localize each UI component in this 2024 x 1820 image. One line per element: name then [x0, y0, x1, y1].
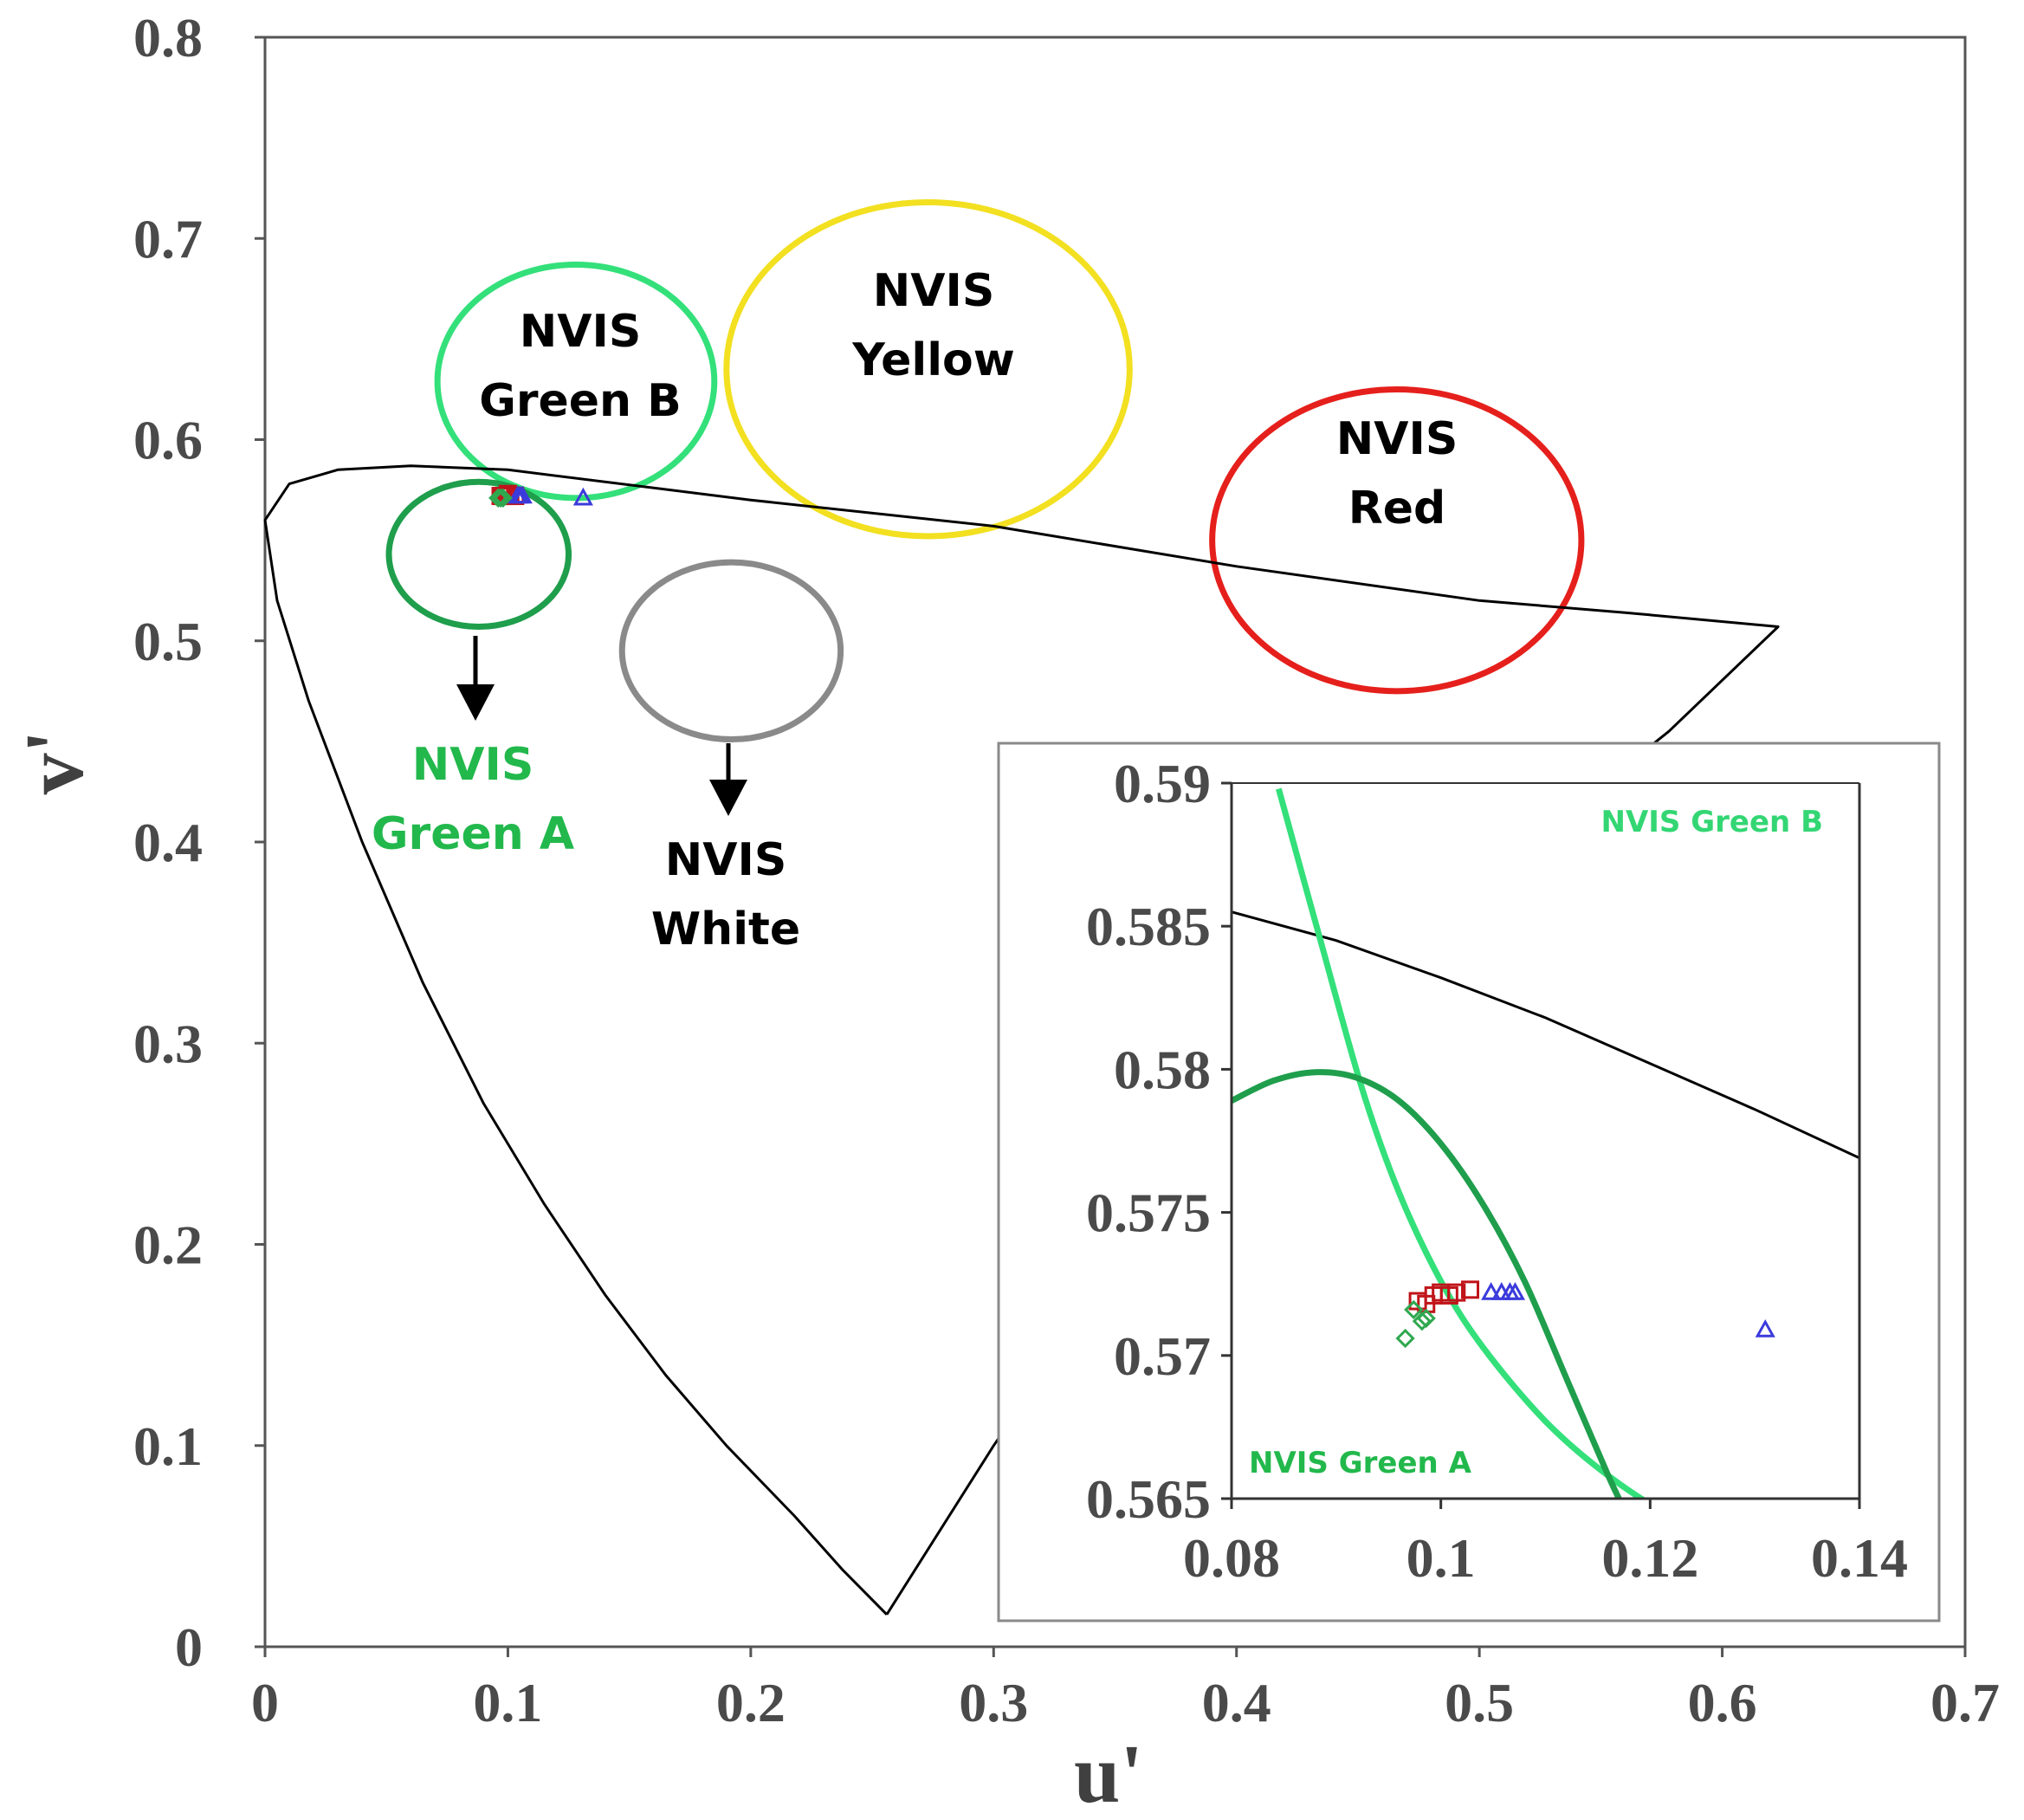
- region-label-nvis-green-b: NVIS: [520, 306, 642, 358]
- inset-ticks: 0.08 0.1 0.12 0.14 0.565 0.57 0.575 0.58 0.585 0.…: [1086, 753, 1908, 1589]
- y-tick-label: 0.6: [133, 410, 203, 471]
- inset-red-squares-point: [1461, 1280, 1479, 1299]
- y-tick-label: 0: [175, 1616, 203, 1678]
- region-label-nvis-red: NVIS: [1336, 413, 1458, 465]
- x-axis-title: u': [1074, 1727, 1143, 1820]
- region-label-nvis-green-a: Green A: [372, 808, 574, 860]
- inset-y-tick-label: 0.59: [1114, 753, 1211, 814]
- main-ticks: 0 0.1 0.2 0.3 0.4 0.5 0.6 0.7 0 0.1 0.2 0.3 0.4 0.5 0.…: [133, 7, 2000, 1733]
- region-label-nvis-red: Red: [1348, 483, 1446, 534]
- inset-green-diamonds-point: [1395, 1328, 1415, 1349]
- y-axis-title: v': [8, 730, 100, 795]
- inset-labels: NVIS Green B NVIS Green A: [1249, 805, 1823, 1480]
- inset-arc-nvis-green-a: [1232, 1069, 1623, 1499]
- green-diamonds-point: [493, 488, 513, 508]
- inset-blue-triangles-point: [1755, 1318, 1775, 1337]
- region-nvis-red: [1209, 385, 1585, 695]
- x-tick-label: 0.4: [1202, 1672, 1271, 1733]
- region-labels: NVIS Green B NVIS Yellow NVIS Red NVIS Green A N…: [372, 265, 1458, 955]
- inset-curves: [1232, 787, 1859, 1499]
- inset-green-diamonds-point: [1412, 1312, 1432, 1331]
- y-tick-label: 0.8: [133, 7, 203, 68]
- x-tick-label: 0.7: [1930, 1672, 2000, 1733]
- x-tick-label: 0.2: [716, 1672, 786, 1733]
- x-tick-label: 0.6: [1688, 1672, 1757, 1733]
- y-tick-label: 0.7: [133, 208, 203, 269]
- green-a-arrow-head: [456, 684, 495, 721]
- region-label-nvis-green-a: NVIS: [412, 739, 534, 791]
- inset-axes: [1230, 783, 1861, 1500]
- inset-green-diamonds-point: [1416, 1308, 1436, 1328]
- y-tick-label: 0.1: [133, 1415, 203, 1477]
- y-tick-label: 0.3: [133, 1013, 203, 1074]
- main-locus-group: [263, 464, 1780, 1616]
- inset-x-tick-label: 0.12: [1601, 1527, 1698, 1589]
- region-arrows: [456, 636, 747, 816]
- region-nvis-green-b: [434, 261, 718, 502]
- inset-label-nvis-green-a: NVIS Green A: [1249, 1446, 1472, 1480]
- inset-arc-nvis-green-b: [1276, 787, 1647, 1499]
- inset-label-nvis-green-b: NVIS Green B: [1601, 805, 1824, 839]
- x-tick-label: 0.5: [1445, 1672, 1514, 1733]
- green-diamonds-point: [488, 488, 508, 508]
- region-label-nvis-yellow: Yellow: [851, 334, 1015, 386]
- region-nvis-green-a: [385, 478, 572, 630]
- blue-triangles-point: [512, 485, 533, 504]
- white-arrow-head: [709, 780, 747, 816]
- region-label-nvis-white: NVIS: [665, 834, 787, 886]
- blue-triangles-point: [572, 487, 593, 506]
- inset-red-squares-point: [1447, 1283, 1466, 1302]
- green-diamonds-point: [490, 488, 511, 508]
- region-label-nvis-green-b: Green B: [479, 375, 682, 427]
- inset-y-tick-label: 0.575: [1086, 1182, 1211, 1244]
- y-tick-label: 0.5: [133, 611, 203, 672]
- x-tick-label: 0.3: [959, 1672, 1028, 1733]
- region-nvis-yellow: [723, 198, 1133, 540]
- inset-chart: 0.08 0.1 0.12 0.14 0.565 0.57 0.575 0.58 0.585 0.…: [997, 742, 1941, 1622]
- inset-locus-line: [1232, 910, 1859, 1160]
- inset-y-tick-label: 0.58: [1114, 1039, 1211, 1100]
- inset-green-diamonds-point: [1404, 1299, 1424, 1320]
- y-tick-label: 0.2: [133, 1214, 203, 1276]
- inset-blue-triangles-point: [1481, 1282, 1502, 1300]
- inset-x-tick-label: 0.14: [1811, 1527, 1908, 1589]
- inset-x-tick-label: 0.1: [1406, 1527, 1476, 1589]
- inset-x-tick-label: 0.08: [1183, 1527, 1280, 1589]
- inset-y-tick-label: 0.57: [1114, 1325, 1211, 1387]
- spectral-locus-line: [263, 464, 1780, 1616]
- inset-blue-triangles-point: [1504, 1282, 1526, 1300]
- inset-markers: [1395, 1280, 1775, 1349]
- region-label-nvis-yellow: NVIS: [873, 265, 995, 317]
- region-label-nvis-white: White: [651, 904, 800, 955]
- x-tick-label: 0: [251, 1672, 279, 1733]
- region-nvis-white: [618, 559, 844, 743]
- y-tick-label: 0.4: [133, 812, 203, 873]
- inset-y-tick-label: 0.565: [1086, 1468, 1211, 1530]
- inset-y-tick-label: 0.585: [1086, 896, 1211, 957]
- x-tick-label: 0.1: [473, 1672, 542, 1733]
- main-regions: [385, 198, 1585, 743]
- main-markers: [488, 484, 593, 508]
